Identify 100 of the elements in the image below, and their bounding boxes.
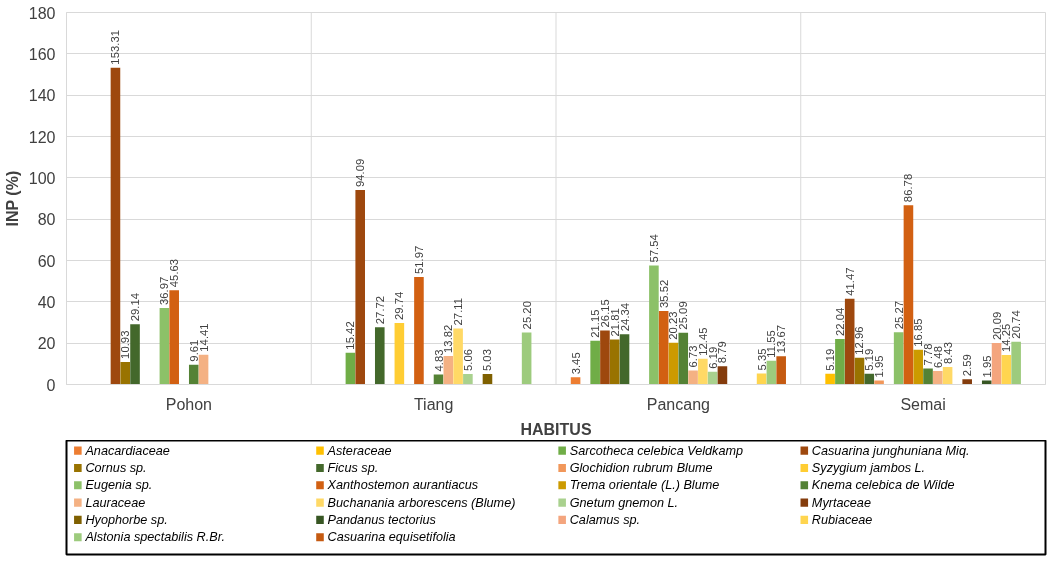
- bar: [394, 323, 405, 385]
- legend-label: Syzygium jambos L.: [811, 460, 926, 475]
- bar: [649, 265, 659, 385]
- bar: [825, 373, 835, 385]
- data-label: 86.78: [902, 173, 915, 203]
- bar: [942, 367, 953, 385]
- y-tick-label: 100: [28, 169, 56, 187]
- data-label: 3.45: [569, 352, 582, 375]
- y-tick-label: 20: [37, 335, 56, 353]
- data-label: 22.04: [833, 307, 846, 336]
- legend-label: Knema celebica de Wilde: [811, 478, 955, 493]
- bar: [355, 190, 365, 385]
- data-label: 5.19: [863, 348, 876, 371]
- data-label: 4.83: [432, 349, 445, 372]
- bar: [110, 67, 121, 385]
- legend-label: Hyophorbe sp.: [85, 512, 168, 527]
- bar: [835, 338, 845, 385]
- data-label: 5.35: [755, 348, 768, 371]
- y-tick-label: 80: [37, 211, 56, 229]
- bar: [169, 290, 179, 385]
- bar: [903, 205, 914, 385]
- data-label: 9.61: [187, 339, 200, 362]
- data-label: 5.19: [824, 348, 837, 371]
- bar: [414, 277, 424, 385]
- data-label: 29.14: [129, 292, 142, 322]
- legend-label: Lauraceae: [85, 495, 146, 510]
- data-label: 16.85: [912, 318, 925, 347]
- legend-label: Casuarina equisetifolia: [327, 530, 456, 545]
- data-label: 57.54: [647, 234, 660, 263]
- bar: [600, 330, 610, 385]
- bar: [619, 334, 630, 385]
- bar: [198, 354, 209, 385]
- legend-label: Asteraceae: [326, 443, 392, 458]
- y-tick-label: 160: [28, 45, 56, 63]
- legend-label: Gnetum gnemon L.: [569, 495, 679, 510]
- data-label: 51.97: [412, 245, 425, 275]
- data-label: 20.74: [1010, 310, 1023, 339]
- data-label: 14.25: [1000, 323, 1013, 353]
- x-tick-label: Pohon: [165, 395, 213, 413]
- data-label: 45.63: [168, 258, 181, 288]
- bar: [1011, 341, 1021, 385]
- legend-label: Trema orientale (L.) Blume: [569, 478, 720, 493]
- data-label: 21.81: [608, 308, 621, 337]
- data-label: 25.27: [892, 300, 905, 330]
- bar: [443, 355, 454, 385]
- data-label: 25.09: [677, 301, 690, 330]
- legend-label: Eugenia sp.: [85, 478, 153, 493]
- data-label: 27.11: [452, 297, 465, 326]
- bar: [678, 332, 689, 385]
- bar: [698, 358, 708, 385]
- bar: [188, 364, 199, 385]
- legend-label: Pandanus tectorius: [327, 512, 437, 527]
- bar: [776, 356, 786, 385]
- legend-label: Calamus sp.: [569, 512, 641, 527]
- y-tick-label: 140: [28, 87, 56, 105]
- data-label: 20.23: [667, 311, 680, 340]
- bar: [374, 327, 385, 385]
- bar: [933, 371, 943, 385]
- x-tick-label: Pancang: [646, 395, 710, 413]
- bar: [717, 366, 728, 385]
- data-label: 20.09: [990, 311, 1003, 340]
- data-label: 15.42: [344, 321, 357, 350]
- data-label: 5.06: [461, 348, 474, 372]
- y-tick-label: 180: [28, 4, 56, 22]
- y-tick-label: 120: [28, 128, 56, 146]
- data-label: 36.97: [158, 276, 171, 306]
- bar: [453, 328, 463, 385]
- data-label: 41.47: [843, 267, 856, 296]
- bar: [521, 332, 532, 385]
- bar: [658, 311, 669, 385]
- data-label: 13.67: [775, 324, 788, 354]
- bar: [609, 339, 620, 385]
- bar: [766, 360, 777, 385]
- bar: [463, 374, 473, 385]
- bar: [923, 368, 933, 385]
- data-label: 8.79: [716, 341, 729, 364]
- bar: [874, 380, 884, 385]
- data-label: 10.93: [119, 330, 132, 359]
- bar: [854, 357, 865, 385]
- y-tick-label: 40: [37, 293, 56, 311]
- legend-label: Xanthostemon aurantiacus: [326, 478, 479, 493]
- y-axis-title: INP (%): [3, 170, 21, 227]
- legend-label: Cornus sp.: [85, 460, 147, 475]
- data-label: 2.59: [961, 354, 974, 377]
- bar: [345, 352, 356, 385]
- data-label: 27.72: [373, 295, 386, 325]
- legend-label: Ficus sp.: [327, 460, 379, 475]
- legend-label: Glochidion rubrum Blume: [569, 460, 713, 475]
- y-tick-label: 60: [37, 252, 56, 270]
- x-tick-label: Tiang: [413, 395, 454, 413]
- bar: [668, 342, 679, 385]
- data-label: 153.31: [109, 30, 122, 65]
- legend-label: Casuarina junghuniana Miq.: [811, 443, 970, 458]
- data-label: 1.95: [873, 355, 886, 378]
- bar: [962, 379, 972, 385]
- legend-label: Rubiaceae: [811, 512, 873, 527]
- legend-label: Anacardiaceae: [84, 443, 170, 458]
- bar: [482, 374, 493, 385]
- data-label: 1.95: [980, 355, 993, 378]
- data-label: 25.20: [520, 301, 533, 330]
